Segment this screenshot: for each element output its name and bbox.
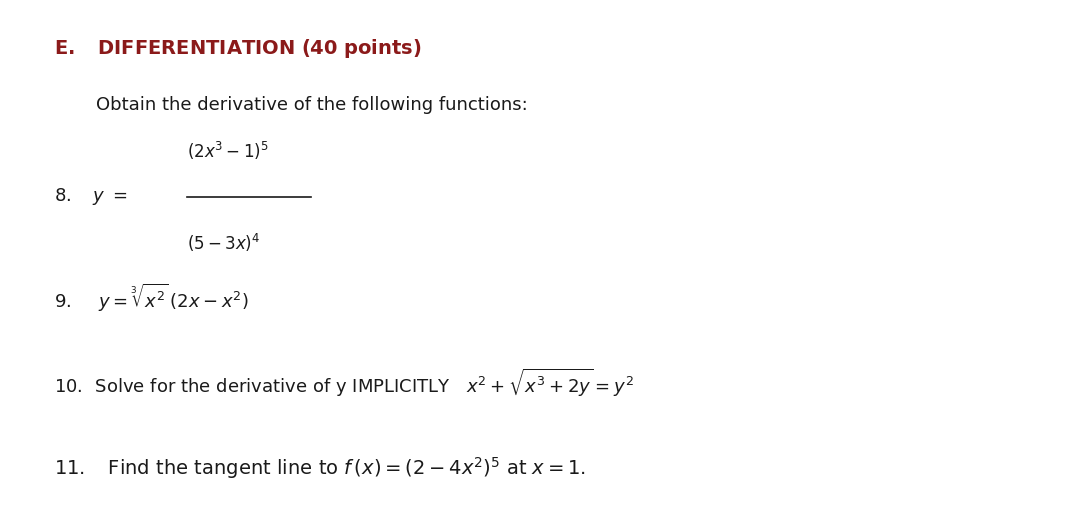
Text: $8.\quad y\ =$: $8.\quad y\ =$ (54, 186, 126, 207)
Text: $10.\ \,\mathrm{Solve\ for\ the\ derivative\ of\ y\ IMPLICITLY}\quad x^2 + \sqrt: $10.\ \,\mathrm{Solve\ for\ the\ derivat… (54, 367, 633, 399)
Text: $\bf{E.\quad DIFFERENTIATION\ (40\ points)}$: $\bf{E.\quad DIFFERENTIATION\ (40\ point… (54, 37, 421, 60)
Text: Obtain the derivative of the following functions:: Obtain the derivative of the following f… (96, 96, 528, 114)
Text: $(2x^3-1)^5$: $(2x^3-1)^5$ (187, 140, 269, 162)
Text: $11.\quad\mathrm{Find\ the\ tangent\ line\ to}\ f\,(x) = \left(2 - 4x^2\right)^5: $11.\quad\mathrm{Find\ the\ tangent\ lin… (54, 455, 586, 481)
Text: $9.\quad\ y = \sqrt[3]{x^2}\,(2x - x^2)$: $9.\quad\ y = \sqrt[3]{x^2}\,(2x - x^2)$ (54, 282, 248, 314)
Text: $(5-3x)^4$: $(5-3x)^4$ (187, 231, 260, 254)
